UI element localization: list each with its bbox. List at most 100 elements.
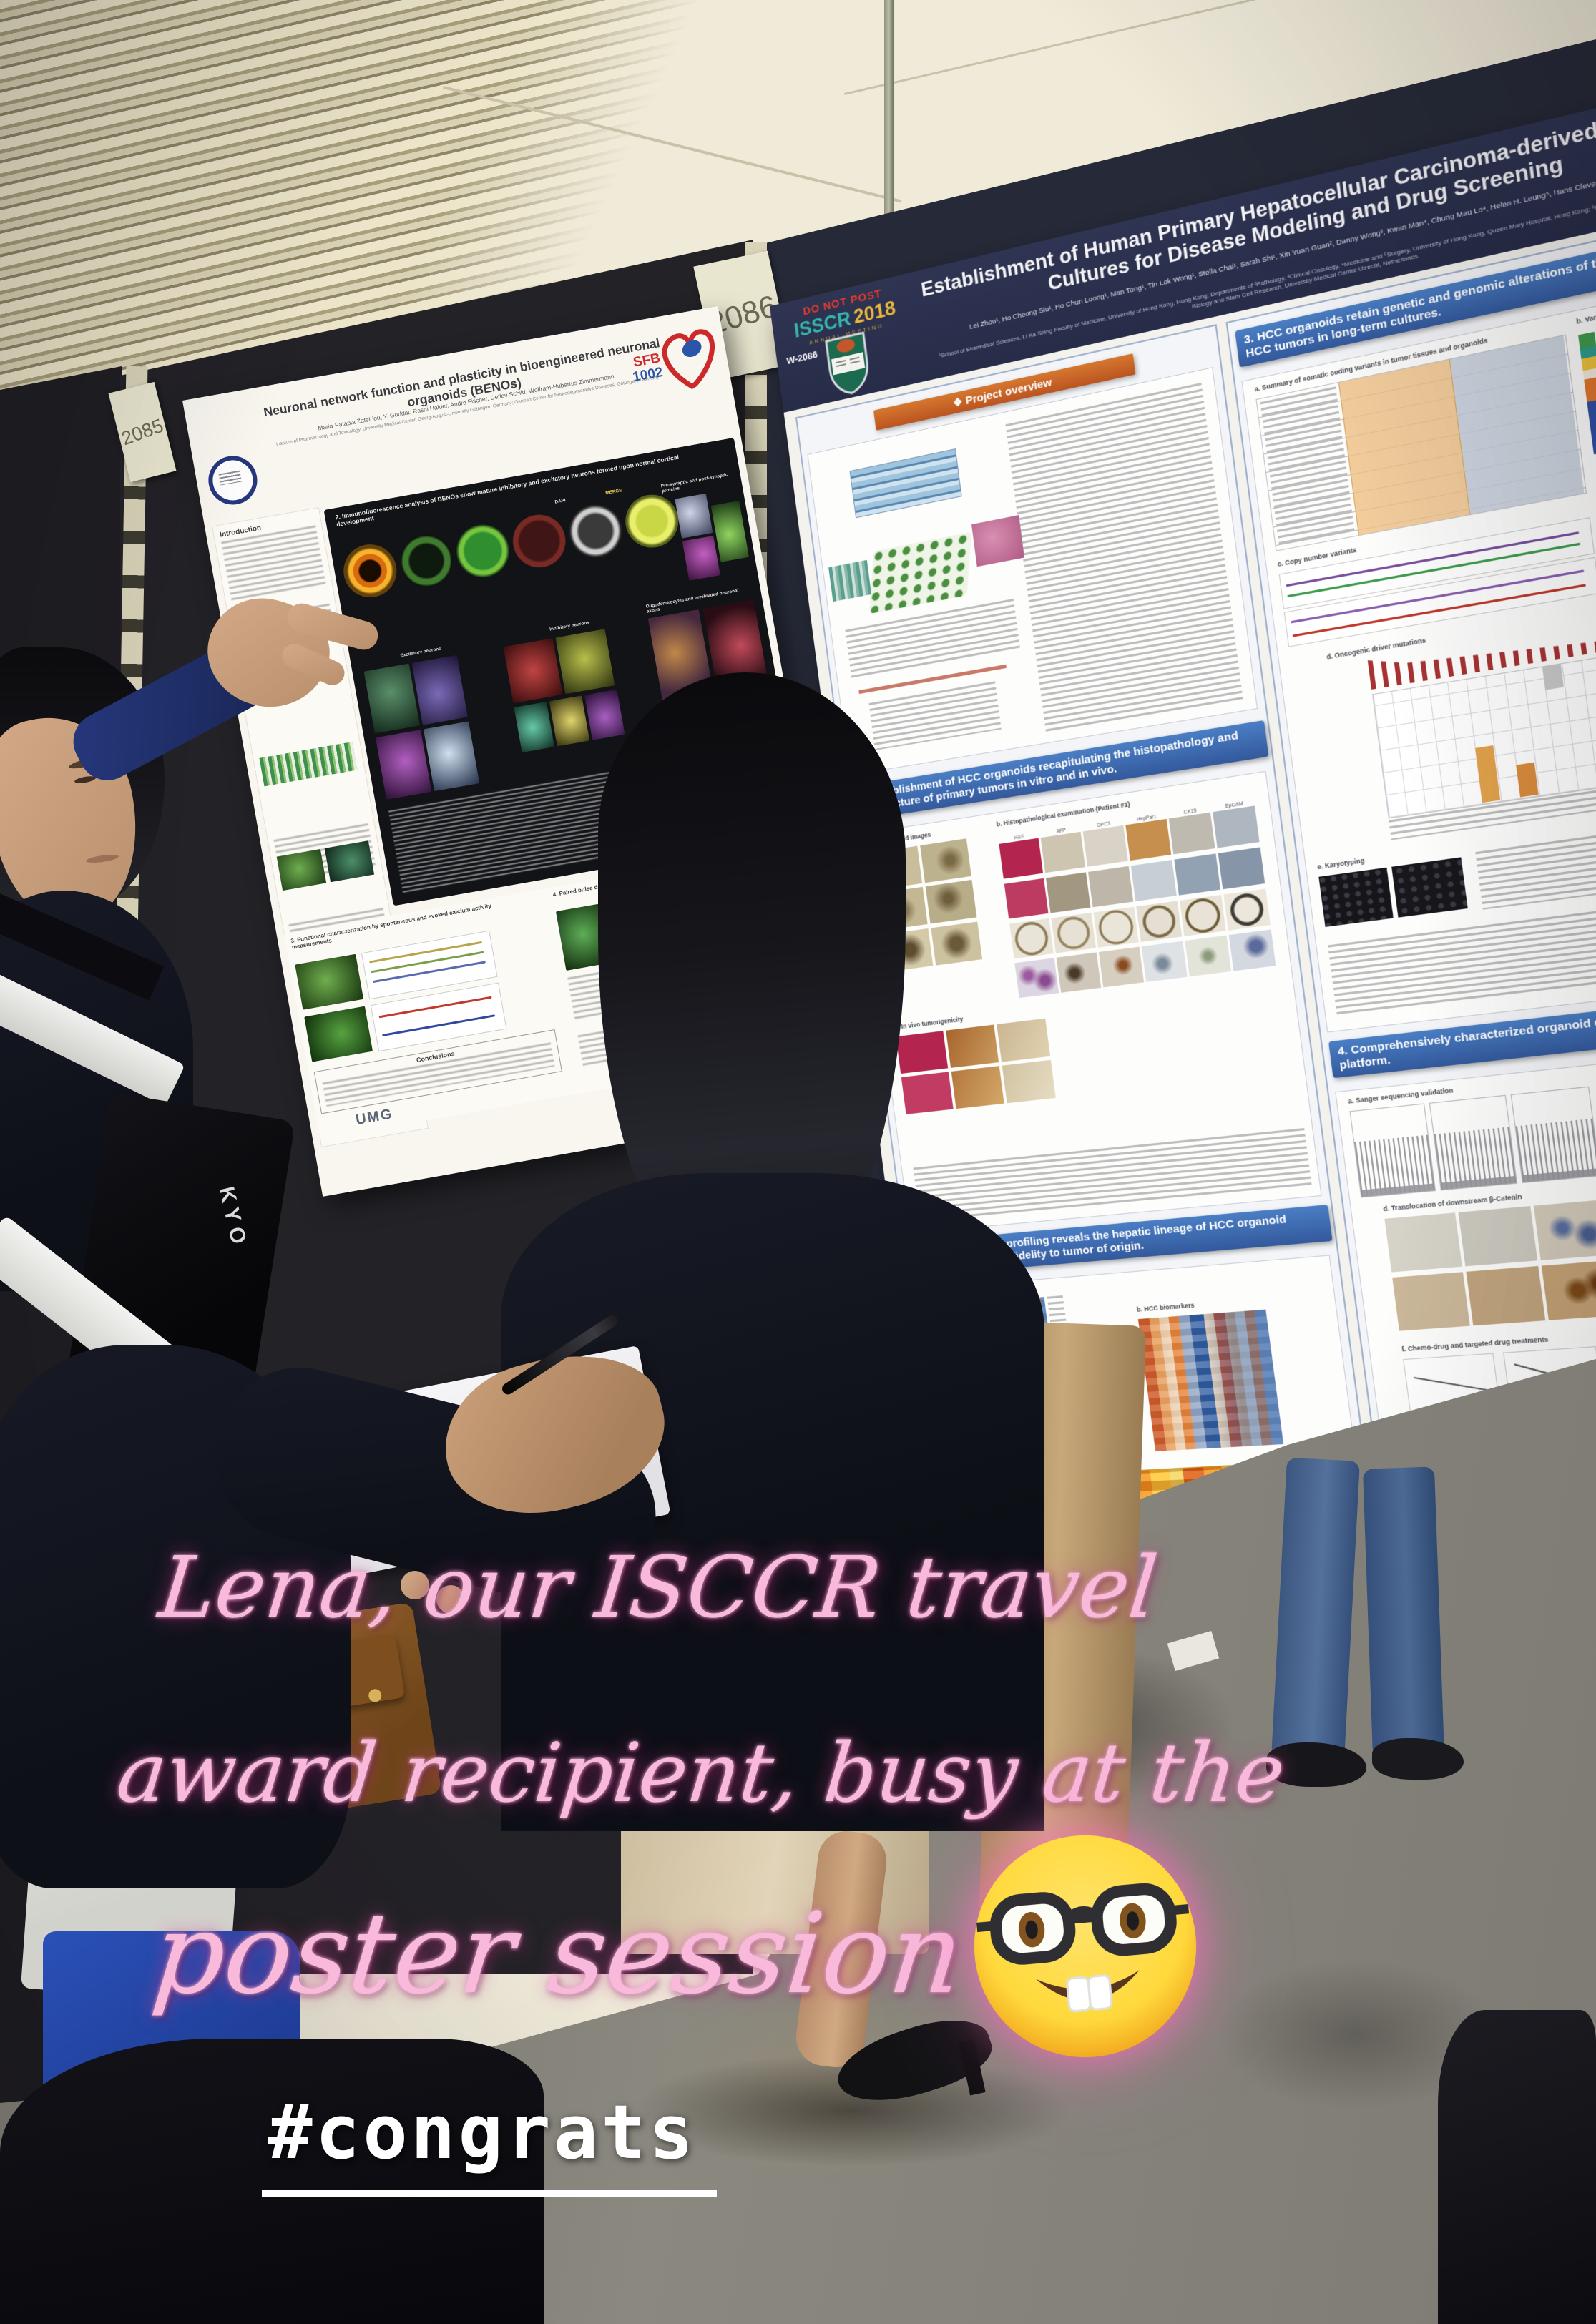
- variant-pattern-bars: [1578, 311, 1596, 455]
- presyn-tile-2: [682, 536, 720, 581]
- story-line-3: poster session: [147, 1888, 969, 2019]
- sfb-heart-graphic: [662, 329, 715, 390]
- overview-body-text-blur: [1005, 382, 1243, 732]
- table-orange-block: [1338, 359, 1471, 536]
- invivo-tile: [1002, 1059, 1056, 1104]
- organoid-image-5: [564, 500, 627, 562]
- ihc-tile-blob: [1056, 952, 1102, 994]
- invivo-tile: [997, 1018, 1051, 1062]
- ihc-tile-blob: [1098, 946, 1145, 988]
- right-poster: DO NOT POST ISSCR 2018 ANNUAL MEETING W-…: [770, 76, 1596, 1654]
- s3d-label: d. Oncogenic driver mutations: [1326, 636, 1426, 661]
- if-tile-5: [503, 638, 563, 704]
- application-list-blur: [868, 681, 1002, 750]
- merge-label: MERGE: [604, 488, 623, 496]
- trace-line: [369, 941, 483, 964]
- intro-text-blur: [221, 525, 327, 603]
- invivo-tile: [951, 1066, 1004, 1109]
- ihc-tile-blob: [1228, 929, 1276, 971]
- organoid-image-6: [621, 490, 683, 552]
- if-tile-6: [555, 629, 615, 695]
- invivo-tile: [946, 1024, 999, 1068]
- ihc-tile: [1458, 1206, 1538, 1267]
- if-tile-8: [549, 695, 590, 747]
- s2b-label: b. HCC biomarkers: [1136, 1301, 1195, 1313]
- histology-thumb: [971, 515, 1024, 567]
- ihc-tile: [1466, 1265, 1546, 1326]
- chromatogram: [1510, 1086, 1596, 1184]
- if-tile-1: [363, 663, 420, 734]
- invivo-grid: [896, 1018, 1062, 1115]
- bag-brand-text: KYO: [214, 1184, 252, 1252]
- if-tile-3: [375, 730, 432, 800]
- hashtag-congrats: #congrats: [262, 2089, 717, 2197]
- calcium-image-1: [295, 953, 364, 1010]
- culture-diagram: [849, 448, 962, 519]
- inhibitory-label: Inhibitory neurons: [549, 620, 590, 632]
- ihc-tile: [1040, 831, 1086, 873]
- s3e-label: e. Karyotyping: [1316, 856, 1366, 871]
- ihc-tile: [1082, 825, 1128, 867]
- hku-crest-icon: [823, 329, 873, 399]
- organoid-image-2: [396, 530, 457, 592]
- ihc-tile: [1088, 866, 1134, 908]
- oncoprint-cell-orange: [1474, 745, 1501, 803]
- organoid-image-1: [339, 540, 401, 602]
- mini-chart-thumb: [828, 559, 872, 602]
- if-tile-2: [411, 654, 468, 725]
- table-rowlabels-blur: [1260, 386, 1355, 546]
- trace-line: [371, 951, 484, 974]
- hcc-biomarker-heatmap: [1137, 1309, 1284, 1451]
- ihc-tile-ring: [1051, 912, 1096, 953]
- story-line-2: award recipient, busy at the: [112, 1725, 1290, 1820]
- trace-line-red: [378, 996, 492, 1019]
- writer-knuckle: [436, 1585, 465, 1614]
- bf-tile: [925, 880, 977, 924]
- ihc-tile: [1004, 878, 1049, 919]
- organoid-image-3: [452, 520, 514, 582]
- ihc-tile-blob: [1141, 941, 1188, 983]
- nerd-face-emoji-graphic: [974, 1835, 1197, 2058]
- mini-bar-strip: [259, 742, 358, 787]
- invivo-tile: [896, 1031, 949, 1074]
- nerd-face-emoji-icon: [957, 1818, 1213, 2074]
- logo-detail: [218, 470, 242, 486]
- overview-box: [807, 367, 1258, 776]
- bf-tile: [931, 921, 983, 966]
- wall-pole: [884, 0, 894, 236]
- story-line-1: Lena, our ISCCR travel: [155, 1538, 1162, 1637]
- ihc-tile: [1174, 853, 1221, 896]
- foreground-dark-mass: [0, 2039, 544, 2324]
- ihc-tile: [1168, 812, 1215, 855]
- excitatory-label: Excitatory neurons: [400, 646, 442, 659]
- trace-line: [372, 961, 486, 984]
- organoid-image-4: [508, 510, 570, 572]
- variant-summary-table: [1255, 334, 1587, 551]
- jeans-shoe-2: [1372, 1738, 1464, 1780]
- ihc-tile: [1218, 847, 1265, 889]
- micro-tile-green-1: [276, 849, 327, 891]
- bcatenin-ihc-grid: [1384, 1192, 1596, 1333]
- ihc-tile: [1125, 818, 1172, 861]
- bf-tile: [920, 838, 971, 883]
- invivo-tile: [901, 1072, 954, 1114]
- university-ring-logo-icon: [205, 452, 261, 509]
- ihc-tile: [1213, 805, 1260, 848]
- presyn-tile-3: [710, 501, 750, 562]
- oncoprint-cell-orange: [1516, 762, 1539, 798]
- umg-logo: UMG: [354, 1106, 395, 1129]
- ihc-tile: [1130, 859, 1177, 901]
- bottom-right-dark-bag: [1438, 2010, 1596, 2324]
- left-poster: Neuronal network function and plasticity…: [182, 306, 858, 1197]
- micro-tile-green-2: [324, 840, 375, 883]
- organoid-sheet-diagram: [868, 531, 972, 614]
- ihc-tile-blob: [1185, 935, 1232, 977]
- board-number-left: 2085: [118, 414, 167, 449]
- hashtag-text: #congrats: [262, 2089, 717, 2197]
- stacked-bar: [1578, 331, 1596, 455]
- karyotype-image-2: [1391, 857, 1468, 918]
- dose-response-line: [1414, 1376, 1489, 1391]
- if-tile-9: [584, 689, 625, 740]
- presyn-tile-1: [675, 493, 713, 539]
